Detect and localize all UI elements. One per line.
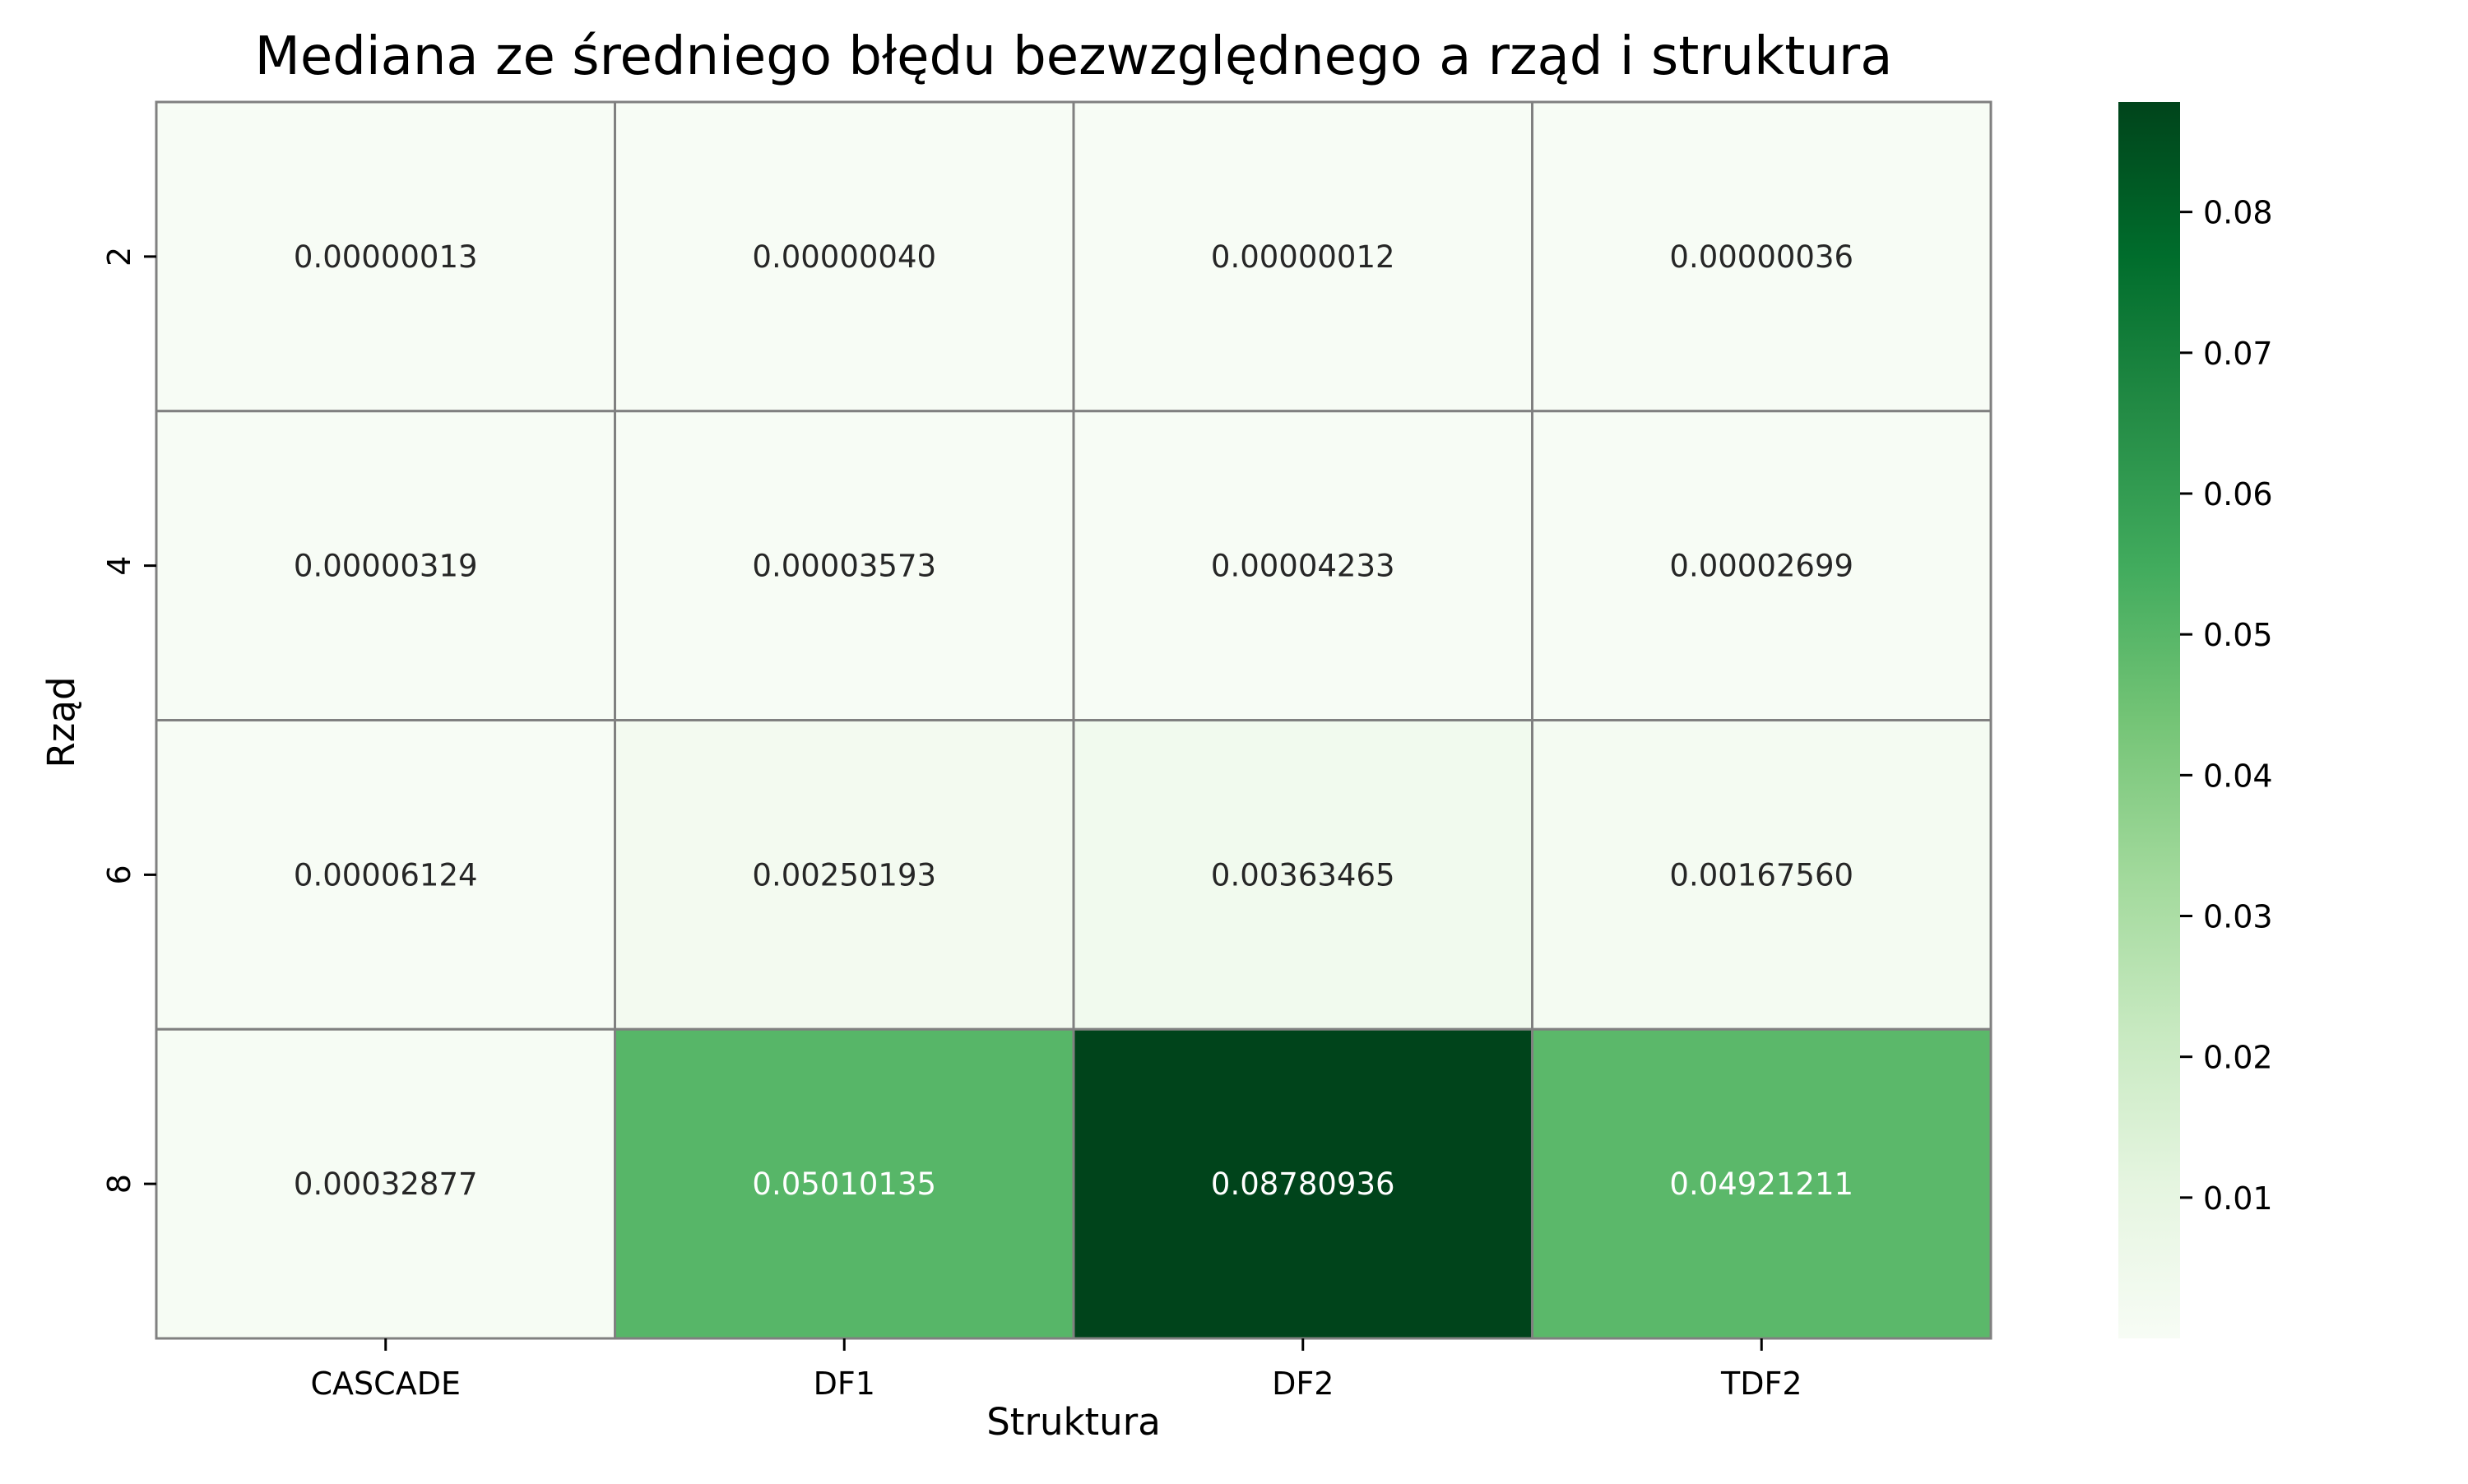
heatmap-cell [1531, 719, 1992, 1031]
heatmap-cell [614, 1027, 1075, 1340]
colorbar-tick-label: 0.04 [2203, 758, 2273, 794]
x-tick-label: TDF2 [1720, 1366, 1802, 1402]
y-tick-label: 4 [101, 556, 137, 576]
x-axis: CASCADE DF1 DF2 TDF2 [311, 1338, 1802, 1402]
colorbar-tick-label: 0.08 [2203, 195, 2273, 231]
cell-label: 0.00003573 [752, 549, 936, 584]
heatmap-cell [1072, 410, 1533, 721]
heatmap-cells: 0.00000013 0.00000040 0.00000012 0.00000036… [155, 100, 1992, 1340]
x-tick-label: CASCADE [311, 1366, 461, 1402]
y-axis-label: Rząd [39, 676, 83, 768]
heatmap-cell [1531, 100, 1992, 413]
cell-label: 0.00032877 [294, 1166, 478, 1202]
x-tick-label: DF2 [1272, 1366, 1334, 1402]
cell-label: 0.00167560 [1669, 857, 1853, 893]
chart-title: Mediana ze średniego błędu bezwzględnego… [255, 26, 1893, 87]
heatmap-cell [614, 100, 1075, 413]
colorbar: 0.01 0.02 0.03 0.04 0.05 0.06 0.07 0.08 [2118, 102, 2273, 1338]
cell-label: 0.00000319 [294, 549, 478, 584]
heatmap-cell [155, 410, 616, 721]
heatmap-cell [155, 1027, 616, 1340]
heatmap-cell [614, 719, 1075, 1031]
cell-label: 0.05010135 [752, 1166, 936, 1202]
colorbar-tick-label: 0.02 [2203, 1040, 2273, 1076]
cell-label: 0.00006124 [294, 857, 478, 893]
y-tick-label: 8 [101, 1174, 137, 1194]
cell-label: 0.00004233 [1211, 549, 1395, 584]
cell-label: 0.00000040 [752, 239, 936, 275]
x-tick-label: DF1 [814, 1366, 875, 1402]
heatmap-cell [1531, 1027, 1992, 1340]
cell-label: 0.00363465 [1211, 857, 1395, 893]
cell-label: 0.00000012 [1211, 239, 1395, 275]
colorbar-tick-label: 0.06 [2203, 476, 2273, 512]
colorbar-tick-label: 0.07 [2203, 336, 2273, 372]
cell-label: 0.00002699 [1669, 549, 1853, 584]
heatmap-cell [1072, 100, 1533, 413]
heatmap-cell [155, 100, 616, 413]
colorbar-gradient [2118, 102, 2180, 1338]
cell-label: 0.00000013 [294, 239, 478, 275]
colorbar-tick-label: 0.05 [2203, 617, 2273, 653]
cell-label: 0.00000036 [1669, 239, 1853, 275]
colorbar-tick-label: 0.01 [2203, 1180, 2273, 1217]
cell-label: 0.08780936 [1211, 1166, 1395, 1202]
cell-label: 0.00250193 [752, 857, 936, 893]
heatmap-cell [614, 410, 1075, 721]
cell-label: 0.04921211 [1669, 1166, 1853, 1202]
colorbar-tick-label: 0.03 [2203, 899, 2273, 935]
heatmap-cell [1531, 410, 1992, 721]
y-tick-label: 2 [101, 247, 137, 267]
heatmap-cell [1072, 1027, 1533, 1340]
y-axis: 2 4 6 8 [101, 247, 156, 1194]
y-tick-label: 6 [101, 865, 137, 884]
x-axis-label: Struktura [986, 1400, 1161, 1444]
